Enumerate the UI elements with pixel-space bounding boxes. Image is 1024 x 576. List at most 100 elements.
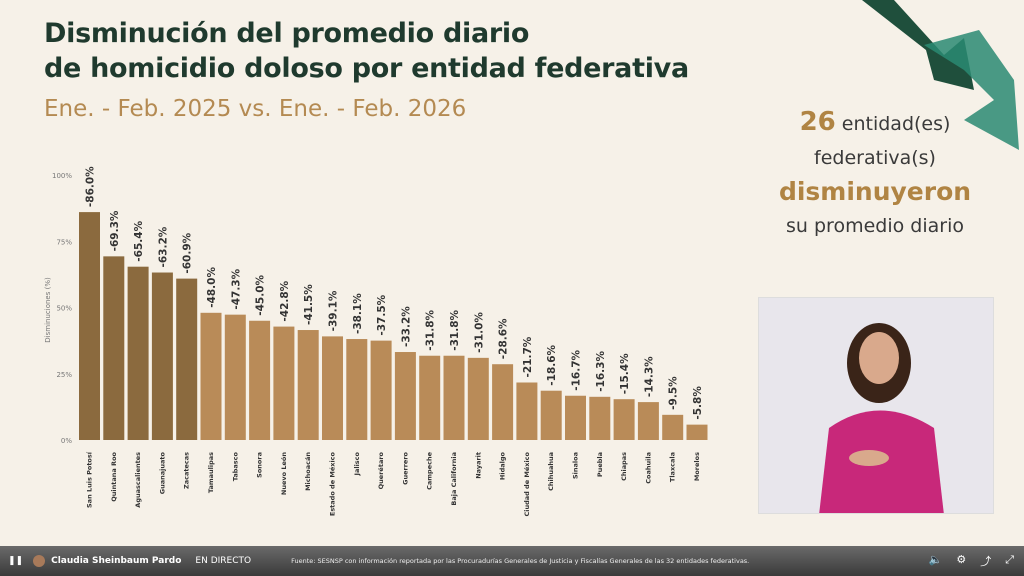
y-axis-label: Disminuciones (%)	[44, 277, 52, 343]
x-tick-label: Nayarit	[474, 452, 482, 479]
count: 26	[799, 107, 836, 137]
y-tick-label: 75%	[56, 238, 72, 246]
data-label: -31.8%	[425, 309, 437, 350]
volume-icon[interactable]: 🔈	[928, 553, 943, 566]
x-tick-label: Chihuahua	[547, 452, 555, 491]
bar	[613, 399, 635, 440]
x-tick-label: Baja California	[450, 452, 458, 506]
title-line-1: Disminución del promedio diario	[44, 18, 530, 49]
bar	[346, 339, 368, 440]
bar	[419, 355, 441, 440]
data-label: -21.7%	[522, 336, 534, 377]
bar	[79, 212, 100, 440]
x-tick-label: Zacatecas	[183, 452, 191, 489]
data-label: -65.4%	[133, 220, 145, 261]
x-tick-label: Coahuila	[644, 452, 652, 484]
data-label: -45.0%	[255, 274, 267, 315]
data-label: -31.0%	[473, 312, 485, 353]
subtitle: Ene. - Feb. 2025 vs. Ene. - Feb. 2026	[44, 96, 467, 122]
x-tick-label: Estado de México	[329, 451, 337, 516]
x-tick-label: Querétaro	[377, 451, 385, 489]
live-badge: EN DIRECTO	[195, 556, 252, 566]
x-tick-label: Sonora	[256, 452, 264, 478]
y-tick-label: 0%	[61, 437, 72, 445]
bar	[249, 320, 271, 440]
x-tick-label: Aguascalientes	[134, 452, 142, 508]
bar	[589, 396, 611, 440]
data-label: -39.1%	[328, 290, 340, 331]
x-tick-label: Michoacán	[304, 452, 312, 491]
data-label: -38.1%	[352, 293, 364, 334]
x-tick-label: Tabasco	[231, 451, 239, 481]
bar	[394, 352, 416, 440]
bar	[200, 312, 222, 440]
fullscreen-icon[interactable]: ⤢	[1005, 553, 1014, 566]
x-tick-label: Sinaloa	[572, 452, 580, 479]
data-label: -16.7%	[571, 349, 583, 390]
bar	[516, 382, 538, 440]
data-label: -47.3%	[230, 268, 242, 309]
data-label: -9.5%	[668, 376, 680, 410]
bar	[127, 266, 149, 440]
down-arrow-icon	[862, 0, 1019, 150]
x-tick-label: Nuevo León	[280, 452, 288, 495]
bar	[637, 402, 659, 440]
data-label: -60.9%	[182, 232, 194, 273]
y-tick-label: 100%	[52, 172, 72, 180]
bar	[662, 414, 684, 440]
x-tick-label: Guanajuato	[158, 451, 166, 494]
x-tick-label: Chiapas	[620, 452, 628, 481]
data-label: -86.0%	[85, 166, 97, 207]
data-label: -69.3%	[109, 210, 121, 251]
title-line-2: de homicidio doloso por entidad federati…	[44, 53, 689, 84]
x-tick-label: Jalisco	[353, 451, 361, 476]
player-controls: ❚❚ Claudia Sheinbaum Pardo EN DIRECTO Fu…	[0, 546, 1024, 576]
data-label: -33.2%	[400, 306, 412, 347]
x-tick-label: Tlaxcala	[669, 452, 677, 482]
avatar	[33, 555, 46, 567]
sign-language-interpreter-video	[758, 297, 994, 514]
settings-icon[interactable]: ⚙	[956, 553, 967, 566]
data-label: -18.6%	[546, 344, 558, 385]
info-line2: federativa(s)	[814, 147, 936, 169]
share-icon[interactable]: ⤴	[980, 555, 992, 568]
channel-name[interactable]: Claudia Sheinbaum Pardo	[51, 556, 182, 566]
x-tick-label: San Luis Potosí	[86, 451, 94, 508]
x-tick-label: Tamaulipas	[207, 452, 215, 493]
bar	[176, 278, 198, 440]
x-tick-label: Hidalgo	[499, 451, 507, 480]
bar	[467, 357, 489, 440]
info-line1: entidad(es)	[835, 113, 951, 135]
data-label: -48.0%	[206, 267, 218, 308]
data-label: -31.8%	[449, 309, 461, 350]
data-label: -5.8%	[692, 386, 704, 420]
data-label: -15.4%	[619, 353, 631, 394]
data-label: -41.5%	[303, 284, 315, 325]
info-line3: disminuyeron	[778, 177, 972, 206]
x-tick-label: Morelos	[693, 452, 701, 481]
data-label: -28.6%	[498, 318, 510, 359]
pause-button[interactable]: ❚❚	[8, 556, 24, 566]
x-tick-label: Ciudad de México	[523, 451, 531, 516]
data-label: -16.3%	[595, 351, 607, 392]
bar	[686, 424, 708, 440]
x-tick-label: Puebla	[596, 452, 604, 477]
x-tick-label: Campeche	[426, 451, 434, 489]
bar	[443, 355, 465, 440]
bar	[224, 314, 246, 440]
data-label: -63.2%	[157, 226, 169, 267]
bar	[322, 336, 343, 440]
bar	[151, 272, 173, 440]
bar	[103, 256, 125, 440]
bar	[297, 330, 319, 440]
y-tick-label: 25%	[56, 371, 72, 379]
page-title: Disminución del promedio diario de homic…	[44, 16, 689, 86]
bar-chart: 0% 25% 50% 75% 100% Disminuciones (%) -86.0% Sa…	[44, 166, 708, 517]
source-note: Fuente: SESNSP con información reportada…	[291, 557, 750, 565]
data-label: -42.8%	[279, 280, 291, 321]
data-label: -14.3%	[643, 356, 655, 397]
bar	[273, 326, 295, 440]
bar	[540, 390, 562, 440]
bar	[565, 395, 586, 440]
summary-text: 26 entidad(es) federativa(s) disminuyero…	[760, 105, 990, 243]
